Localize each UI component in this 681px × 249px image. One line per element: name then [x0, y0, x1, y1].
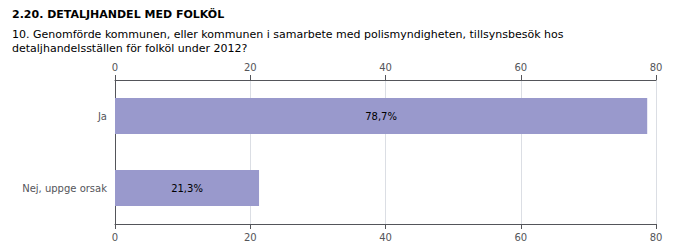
svg-text:2.20. DETALJHANDEL MED FOLKÖL: 2.20. DETALJHANDEL MED FOLKÖL — [12, 7, 224, 21]
svg-text:60: 60 — [514, 62, 527, 73]
svg-text:21,3%: 21,3% — [171, 183, 203, 194]
svg-text:80: 80 — [650, 62, 663, 73]
svg-text:40: 40 — [379, 62, 392, 73]
svg-text:78,7%: 78,7% — [365, 111, 397, 122]
svg-text:20: 20 — [244, 62, 257, 73]
svg-text:60: 60 — [514, 232, 527, 243]
svg-text:80: 80 — [650, 232, 663, 243]
svg-text:detaljhandelsställen för folkö: detaljhandelsställen för folköl under 20… — [12, 42, 248, 55]
svg-text:40: 40 — [379, 232, 392, 243]
svg-text:Ja: Ja — [97, 111, 107, 122]
svg-text:0: 0 — [112, 232, 118, 243]
svg-text:0: 0 — [112, 62, 118, 73]
svg-text:Nej, uppge orsak: Nej, uppge orsak — [22, 183, 107, 194]
svg-text:10. Genomförde kommunen, eller: 10. Genomförde kommunen, eller kommunen … — [12, 28, 564, 41]
svg-text:20: 20 — [244, 232, 257, 243]
